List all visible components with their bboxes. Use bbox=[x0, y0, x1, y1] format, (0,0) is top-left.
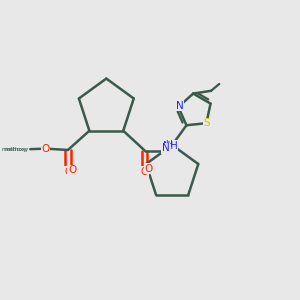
Text: O: O bbox=[68, 165, 76, 175]
Text: O: O bbox=[141, 167, 148, 177]
Text: H: H bbox=[165, 140, 172, 149]
Text: O: O bbox=[42, 144, 49, 154]
Text: O: O bbox=[64, 167, 72, 177]
Text: S: S bbox=[203, 118, 210, 128]
Text: O: O bbox=[145, 164, 153, 174]
Text: S: S bbox=[203, 118, 210, 128]
Text: N: N bbox=[162, 143, 170, 153]
Text: O: O bbox=[41, 144, 50, 154]
Text: methoxy: methoxy bbox=[5, 147, 29, 152]
Text: N: N bbox=[174, 100, 182, 111]
Text: N: N bbox=[163, 145, 170, 154]
Text: methoxy: methoxy bbox=[1, 147, 27, 152]
Text: NH: NH bbox=[163, 141, 178, 151]
Text: N: N bbox=[176, 100, 184, 111]
